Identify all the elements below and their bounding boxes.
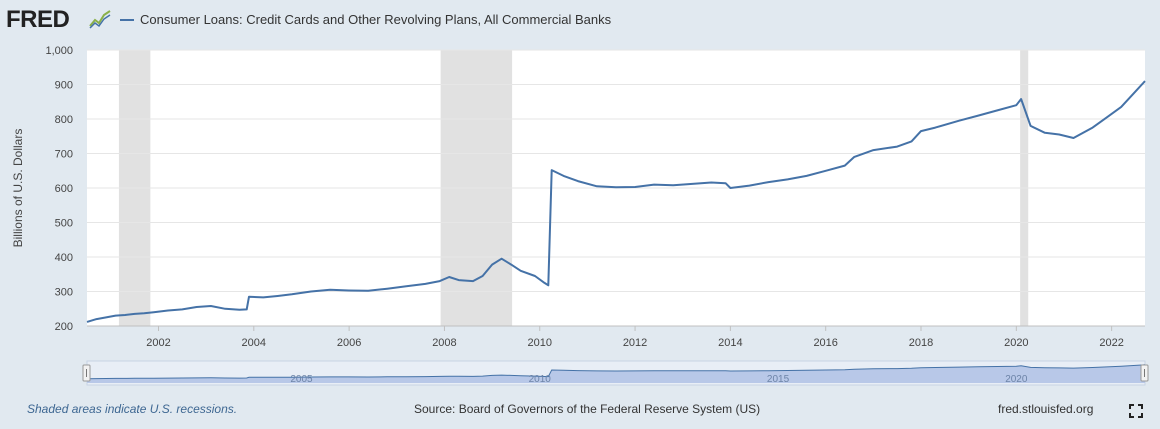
x-tick-label: 2008: [432, 337, 456, 349]
y-tick-label: 900: [55, 80, 73, 92]
series-title: Consumer Loans: Credit Cards and Other R…: [140, 12, 612, 27]
x-tick-label: 2012: [623, 337, 647, 349]
source-text: Source: Board of Governors of the Federa…: [414, 402, 761, 416]
y-tick-label: 200: [55, 321, 73, 333]
chart-legend: Consumer Loans: Credit Cards and Other R…: [120, 12, 611, 27]
series-line: [86, 80, 1146, 323]
fullscreen-icon[interactable]: [1129, 404, 1143, 418]
series-layer: [86, 80, 1146, 323]
x-tick-label: 2010: [528, 337, 552, 349]
x-tick-label: 2004: [242, 337, 266, 349]
navigator-area: [87, 364, 1145, 383]
navigator-series: [86, 364, 1146, 383]
chart-header: FRED Consumer Loans: Credit Cards and Ot…: [0, 0, 1160, 40]
x-tick-label: 2022: [1099, 337, 1123, 349]
x-tick-label: 2018: [909, 337, 933, 349]
x-tick-label: 2006: [337, 337, 361, 349]
site-link[interactable]: fred.stlouisfed.org: [998, 402, 1094, 416]
navigator-label: 2020: [1005, 374, 1028, 385]
x-axis-ticks: 2002 2004 2006 2008 2010 2012 2014 2016 2018 2020…: [87, 325, 1145, 349]
y-tick-label: 700: [55, 149, 73, 161]
navigator-label: 2015: [767, 374, 790, 385]
y-tick-label: 300: [55, 287, 73, 299]
y-tick-label: 400: [55, 252, 73, 264]
navigator-labels: 2005 2010 2015 2020: [290, 374, 1028, 385]
recession-note: Shaded areas indicate U.S. recessions.: [27, 402, 238, 416]
y-tick-label: 1,000: [45, 45, 73, 57]
y-tick-label: 800: [55, 114, 73, 126]
y-axis-ticks: 200 300 400 500 600 700 800 900 1,000: [45, 45, 73, 333]
chart-line-icon: [89, 10, 111, 29]
navigator-label: 2010: [529, 374, 552, 385]
x-tick-label: 2014: [718, 337, 742, 349]
navigator-label: 2005: [290, 374, 313, 385]
x-tick-label: 2002: [146, 337, 170, 349]
navigator-line: [86, 364, 1146, 380]
fred-logo[interactable]: FRED: [6, 6, 70, 33]
y-tick-label: 600: [55, 183, 73, 195]
y-tick-label: 500: [55, 218, 73, 230]
x-tick-label: 2020: [1004, 337, 1028, 349]
range-navigator[interactable]: 2005 2010 2015 2020: [82, 360, 1149, 386]
legend-swatch: [120, 18, 134, 21]
y-axis-title: Billions of U.S. Dollars: [11, 129, 25, 248]
x-tick-label: 2016: [813, 337, 837, 349]
